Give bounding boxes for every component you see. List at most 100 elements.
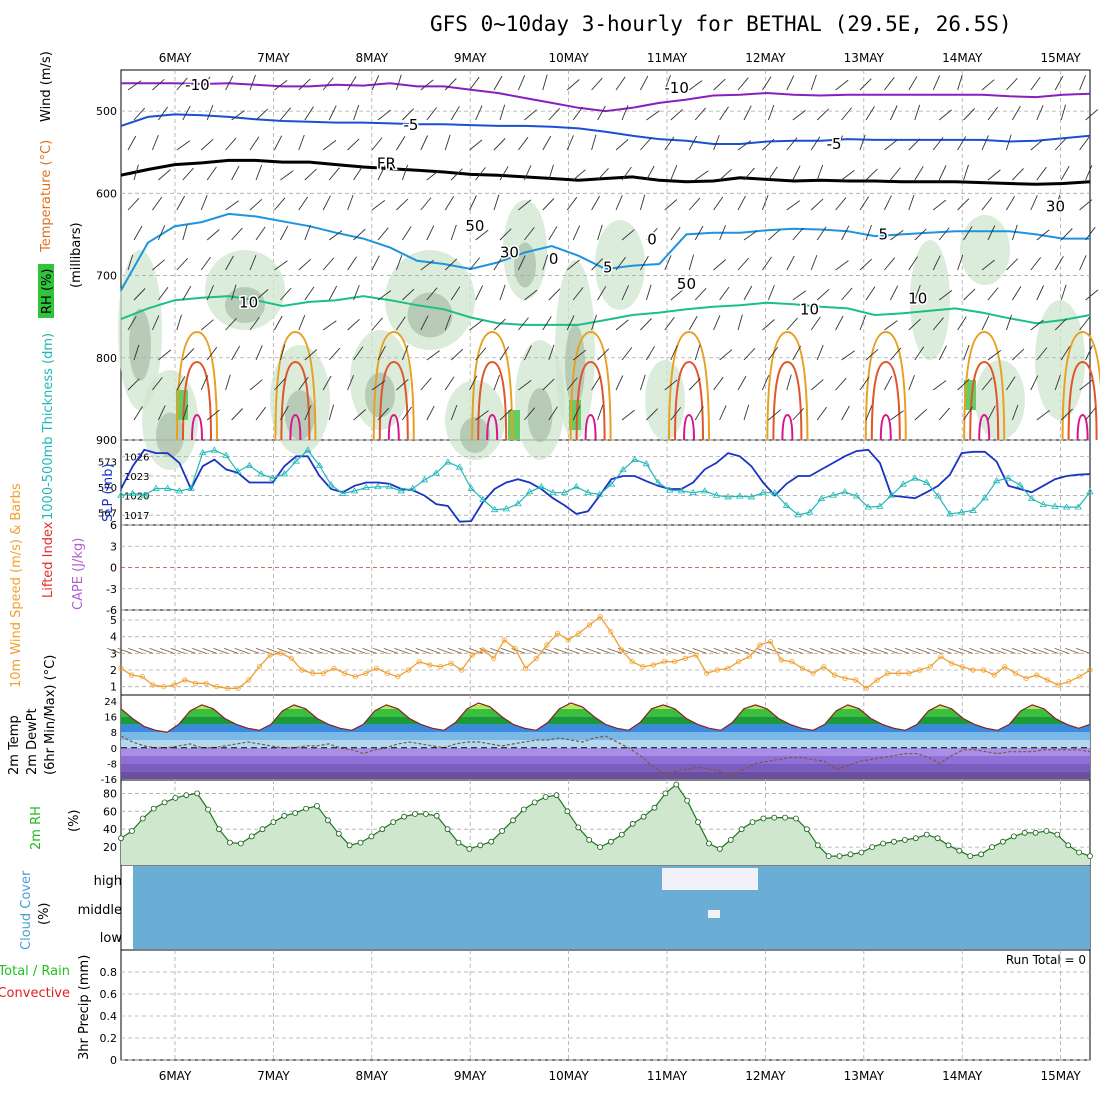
thickness-point — [455, 463, 464, 470]
wind10-point — [810, 670, 816, 676]
wind10-barb — [117, 647, 132, 654]
wind-barb — [743, 404, 750, 421]
wind10-point — [544, 642, 550, 648]
wind-barb — [524, 407, 536, 421]
wind-barb — [450, 404, 458, 421]
wind-barb — [981, 79, 995, 91]
wind10-barb — [341, 647, 356, 654]
wind-barb — [963, 288, 976, 301]
wind-barb — [841, 287, 853, 301]
wind10-point — [139, 674, 145, 680]
wind-barb — [298, 315, 306, 331]
wind10-barb — [532, 647, 548, 654]
date-label-bottom: 14MAY — [942, 1069, 983, 1083]
wind-barb — [426, 405, 435, 421]
wind-barb — [304, 405, 312, 421]
wind-barb — [444, 314, 452, 331]
wind-barb — [670, 108, 684, 121]
wind10-point — [182, 677, 188, 683]
thickness-point — [187, 484, 195, 491]
rh2m-point — [771, 814, 778, 821]
rh2m-point — [967, 853, 974, 859]
slp-tick-label: 1023 — [124, 472, 149, 483]
wind-barb — [469, 375, 478, 391]
wind10-barb — [852, 647, 867, 654]
wind10-barb — [628, 647, 643, 654]
wind-barb — [719, 286, 730, 301]
wind-barb — [518, 380, 532, 391]
wind-barb — [231, 284, 237, 301]
wind-barb — [206, 229, 220, 241]
isotherm-surface-loop — [963, 330, 1006, 441]
rh2m-point — [139, 815, 146, 822]
wind-barb — [914, 346, 925, 361]
wind-barb — [304, 168, 317, 181]
wind-barb — [688, 315, 698, 331]
wind-barb — [127, 80, 142, 91]
thickness-point — [362, 483, 370, 490]
wind-barb — [524, 227, 535, 241]
wind-barb — [499, 346, 510, 361]
thickness-point — [163, 484, 172, 491]
wind-barb — [1005, 314, 1013, 331]
wind-barb — [963, 344, 970, 361]
wind-barb — [884, 257, 896, 271]
wind-barb — [548, 344, 555, 361]
thickness-point — [292, 457, 300, 464]
isotherm-surface-loop — [969, 360, 1000, 441]
date-label-top: 6MAY — [159, 51, 192, 65]
cloud-ylabels: Cloud Cover — [19, 870, 34, 950]
rh2m-point — [934, 835, 941, 842]
wind10-barb — [128, 647, 143, 654]
wind-barb — [762, 138, 775, 151]
wind-barb — [396, 378, 409, 391]
wind-barb — [957, 74, 963, 91]
wind-tick-label: 5 — [110, 614, 117, 627]
wind-barb — [963, 164, 969, 181]
wind-barb — [377, 227, 389, 241]
thickness-point — [654, 478, 662, 485]
wind10-point — [437, 664, 444, 670]
wind-barb — [1030, 139, 1044, 151]
wind-barb — [640, 75, 649, 91]
wind-barb — [1079, 75, 1087, 91]
wind10-point — [171, 682, 177, 688]
contour-label: -10 — [664, 79, 689, 97]
thickness-point — [327, 481, 335, 488]
rh-shading-dark — [527, 388, 553, 442]
wind-barb — [353, 228, 366, 241]
lifted-tick-label: -6 — [106, 604, 117, 617]
wind-barb — [249, 316, 260, 331]
wind-barb — [621, 229, 635, 241]
wind-barb — [395, 74, 402, 91]
wind-barb — [932, 137, 944, 151]
wind-barb — [298, 376, 309, 391]
wind-barb — [499, 284, 506, 301]
date-label-top: 11MAY — [647, 51, 688, 65]
contour-label: 0 — [549, 250, 559, 268]
wind10-barb — [735, 647, 750, 654]
thickness-point — [1027, 494, 1036, 502]
wind-barb — [767, 285, 775, 301]
wind-barb — [524, 289, 538, 301]
rh-shading-dark — [129, 309, 151, 381]
wind10-barb — [287, 647, 303, 654]
wind-barb — [810, 379, 824, 391]
thickness-point — [350, 487, 359, 494]
precip-legend-total: Total / Rain — [0, 964, 70, 979]
thickness-point — [409, 484, 417, 491]
wind-barb — [401, 344, 409, 361]
wind10-point — [501, 637, 507, 643]
wind-barb — [670, 165, 678, 181]
wind10-point — [831, 672, 838, 678]
wind-barb — [572, 225, 581, 241]
wind10-point — [1076, 674, 1083, 680]
wind-barb — [255, 406, 266, 421]
wind-barb — [353, 104, 360, 121]
wind-barb — [499, 228, 512, 241]
wind-barb — [322, 375, 332, 391]
wind-barb — [810, 74, 817, 91]
wind-barb — [255, 289, 269, 301]
wind-barb — [694, 344, 701, 361]
rh2m-point — [912, 835, 919, 842]
